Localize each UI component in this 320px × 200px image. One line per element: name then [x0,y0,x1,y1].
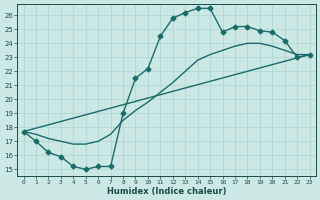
X-axis label: Humidex (Indice chaleur): Humidex (Indice chaleur) [107,187,226,196]
